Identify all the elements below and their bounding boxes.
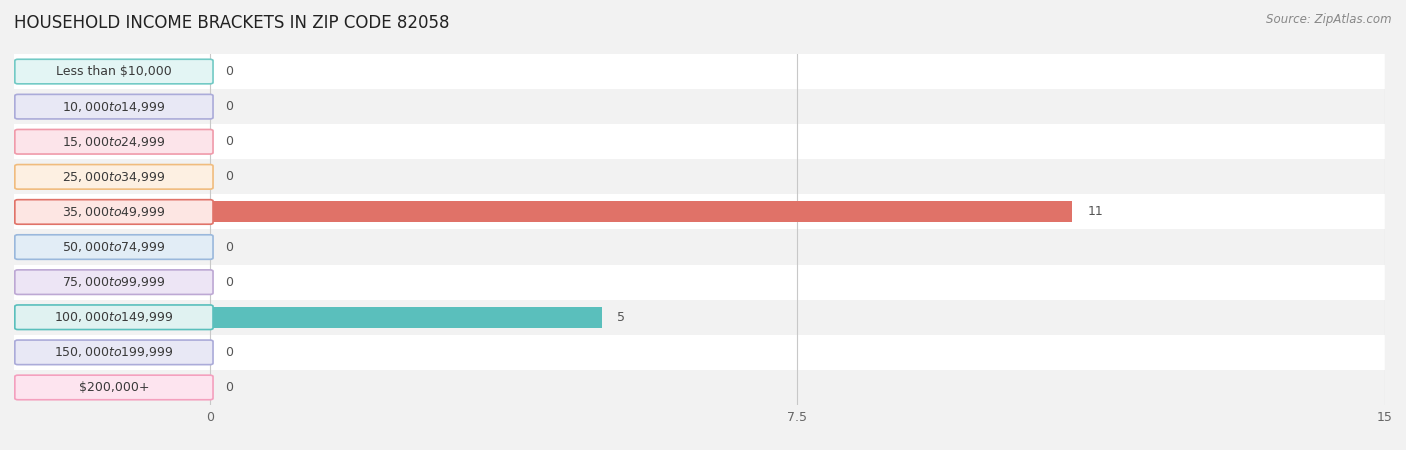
FancyBboxPatch shape — [15, 59, 214, 84]
FancyBboxPatch shape — [14, 124, 1385, 159]
FancyBboxPatch shape — [14, 265, 1385, 300]
FancyBboxPatch shape — [15, 165, 214, 189]
Text: 5: 5 — [617, 311, 626, 324]
FancyBboxPatch shape — [14, 300, 1385, 335]
Bar — [209, 307, 602, 328]
FancyBboxPatch shape — [14, 89, 1385, 124]
FancyBboxPatch shape — [14, 230, 1385, 265]
Text: $200,000+: $200,000+ — [79, 381, 149, 394]
Text: $25,000 to $34,999: $25,000 to $34,999 — [62, 170, 166, 184]
FancyBboxPatch shape — [14, 159, 1385, 194]
Text: 0: 0 — [225, 135, 233, 148]
Text: $10,000 to $14,999: $10,000 to $14,999 — [62, 99, 166, 114]
Text: $50,000 to $74,999: $50,000 to $74,999 — [62, 240, 166, 254]
Text: 0: 0 — [225, 346, 233, 359]
Text: 0: 0 — [225, 276, 233, 288]
Text: 11: 11 — [1087, 206, 1102, 218]
Text: $75,000 to $99,999: $75,000 to $99,999 — [62, 275, 166, 289]
Text: $150,000 to $199,999: $150,000 to $199,999 — [55, 345, 174, 360]
FancyBboxPatch shape — [15, 130, 214, 154]
FancyBboxPatch shape — [14, 335, 1385, 370]
Text: 0: 0 — [225, 241, 233, 253]
FancyBboxPatch shape — [15, 340, 214, 364]
FancyBboxPatch shape — [15, 235, 214, 259]
Text: Source: ZipAtlas.com: Source: ZipAtlas.com — [1267, 14, 1392, 27]
FancyBboxPatch shape — [14, 370, 1385, 405]
FancyBboxPatch shape — [15, 200, 214, 224]
Text: Less than $10,000: Less than $10,000 — [56, 65, 172, 78]
Bar — [209, 202, 1071, 222]
Text: HOUSEHOLD INCOME BRACKETS IN ZIP CODE 82058: HOUSEHOLD INCOME BRACKETS IN ZIP CODE 82… — [14, 14, 450, 32]
FancyBboxPatch shape — [15, 305, 214, 329]
Text: $15,000 to $24,999: $15,000 to $24,999 — [62, 135, 166, 149]
FancyBboxPatch shape — [15, 270, 214, 294]
Text: 0: 0 — [225, 100, 233, 113]
FancyBboxPatch shape — [14, 194, 1385, 230]
Text: $100,000 to $149,999: $100,000 to $149,999 — [55, 310, 174, 324]
FancyBboxPatch shape — [15, 94, 214, 119]
FancyBboxPatch shape — [14, 54, 1385, 89]
Text: $35,000 to $49,999: $35,000 to $49,999 — [62, 205, 166, 219]
Text: 0: 0 — [225, 381, 233, 394]
Text: 0: 0 — [225, 65, 233, 78]
FancyBboxPatch shape — [15, 375, 214, 400]
Text: 0: 0 — [225, 171, 233, 183]
